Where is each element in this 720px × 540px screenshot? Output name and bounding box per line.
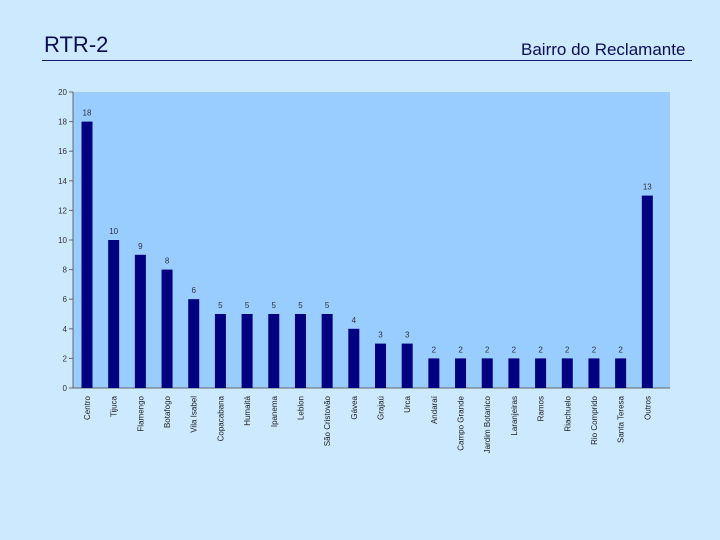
category-label: Jardim Botanico xyxy=(483,395,492,453)
bar xyxy=(428,358,440,388)
y-tick-label: 4 xyxy=(63,325,68,334)
slide-title: RTR-2 xyxy=(44,32,109,57)
bar xyxy=(134,254,146,388)
bar xyxy=(161,269,173,388)
bar xyxy=(401,343,413,388)
category-label: Outros xyxy=(643,396,652,420)
category-label: Santa Teresa xyxy=(617,395,626,443)
category-label: São Cristovão xyxy=(323,395,332,446)
data-label: 2 xyxy=(592,345,597,354)
y-tick-label: 18 xyxy=(58,118,67,127)
bar xyxy=(268,314,280,388)
data-label: 2 xyxy=(565,345,570,354)
y-tick-label: 6 xyxy=(63,295,68,304)
category-label-group: Centro Tijuca Flamengo Botafogo Vila Isabel C… xyxy=(83,395,652,453)
y-tick-label: 10 xyxy=(58,236,67,245)
data-label: 10 xyxy=(109,227,118,236)
slide-subtitle: Bairro do Reclamante xyxy=(521,40,686,59)
category-label: Rio Comprido xyxy=(590,395,599,444)
category-label: Humaitá xyxy=(243,395,252,425)
data-label: 2 xyxy=(618,345,623,354)
header-divider xyxy=(42,60,692,61)
data-label: 2 xyxy=(432,345,437,354)
data-label: 5 xyxy=(272,301,277,310)
category-label: Vila Isabel xyxy=(190,396,199,433)
y-tick-group: 0 2 4 6 8 10 12 14 16 18 20 xyxy=(58,88,73,393)
category-label: Tijuca xyxy=(110,395,119,417)
bar xyxy=(615,358,627,388)
bar xyxy=(535,358,547,388)
bar xyxy=(561,358,573,388)
category-label: Laranjeiras xyxy=(510,396,519,436)
y-tick-label: 0 xyxy=(63,384,68,393)
bar xyxy=(588,358,600,388)
bar xyxy=(108,240,120,388)
data-label: 9 xyxy=(138,242,143,251)
data-label: 4 xyxy=(352,316,357,325)
category-label: Campo Grande xyxy=(457,395,466,450)
category-label: Gávea xyxy=(350,395,359,419)
category-label: Flamengo xyxy=(136,395,145,431)
y-tick-label: 8 xyxy=(63,266,68,275)
data-label: 6 xyxy=(192,286,197,295)
bar-group xyxy=(81,121,653,388)
data-label-group: 18 10 9 8 6 5 5 5 5 5 4 3 3 2 2 2 2 2 2 2 2 13 xyxy=(83,109,653,355)
category-label: Leblon xyxy=(296,396,305,420)
category-label: Grajaú xyxy=(377,396,386,420)
bar xyxy=(188,299,200,388)
bar xyxy=(375,343,386,388)
y-tick-label: 12 xyxy=(58,206,67,215)
data-label: 5 xyxy=(298,301,303,310)
bar xyxy=(321,314,333,388)
data-label: 5 xyxy=(325,301,330,310)
bar xyxy=(481,358,493,388)
data-label: 5 xyxy=(245,301,250,310)
bar xyxy=(81,121,93,388)
category-label: Botafogo xyxy=(163,395,172,428)
data-label: 5 xyxy=(218,301,223,310)
category-label: Ramos xyxy=(537,396,546,421)
data-label: 2 xyxy=(458,345,463,354)
data-label: 18 xyxy=(83,109,92,118)
bar xyxy=(455,358,467,388)
data-label: 2 xyxy=(538,345,543,354)
data-label: 3 xyxy=(378,331,383,340)
category-label: Copacabana xyxy=(216,395,225,441)
category-label: Centro xyxy=(83,395,92,420)
bar xyxy=(641,195,653,388)
data-label: 2 xyxy=(512,345,517,354)
category-label: Urca xyxy=(403,395,412,412)
category-label: Ipanema xyxy=(270,395,279,427)
y-tick-label: 2 xyxy=(63,354,68,363)
bar xyxy=(294,314,306,388)
y-tick-label: 16 xyxy=(58,147,67,156)
data-label: 8 xyxy=(165,257,170,266)
data-label: 13 xyxy=(643,183,652,192)
category-label: Riachuelo xyxy=(563,395,572,431)
category-label: Andaraí xyxy=(430,395,439,424)
data-label: 2 xyxy=(485,345,490,354)
data-label: 3 xyxy=(405,331,410,340)
bar xyxy=(508,358,520,388)
bar xyxy=(241,314,253,388)
y-tick-label: 14 xyxy=(58,177,67,186)
y-tick-label: 20 xyxy=(58,88,67,97)
bar xyxy=(214,314,226,388)
bar xyxy=(348,328,360,388)
